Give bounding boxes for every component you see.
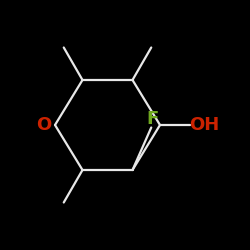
Text: OH: OH [189, 116, 219, 134]
Text: O: O [36, 116, 52, 134]
Text: F: F [146, 110, 159, 128]
